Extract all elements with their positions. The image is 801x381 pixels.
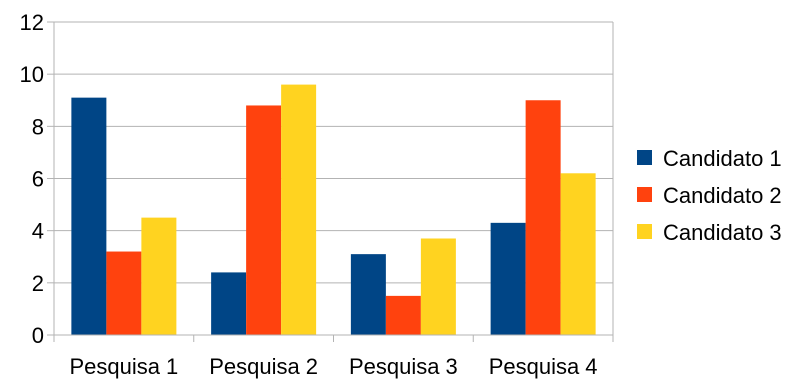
y-tick-label: 2 [32,271,44,296]
y-tick-label: 8 [32,114,44,139]
x-tick-label: Pesquisa 3 [349,354,458,379]
y-tick-label: 10 [20,62,44,87]
bar-candidato-2-pesquisa-4 [525,100,561,335]
y-tick-label: 0 [32,323,44,348]
y-tick-label: 6 [32,167,44,192]
legend-label: Candidato 1 [663,146,782,171]
legend-swatch [637,224,652,239]
y-tick-labels: 0 2 4 6 8 10 12 [20,10,44,348]
bar-candidato-2-pesquisa-2 [246,105,282,335]
bar-candidato-3-pesquisa-3 [420,238,456,335]
bar-candidato-3-pesquisa-4 [560,173,596,335]
bar-candidato-3-pesquisa-2 [281,84,317,335]
bar-candidato-3-pesquisa-1 [141,217,177,335]
y-tick-label: 12 [20,10,44,35]
bars [71,84,596,336]
bar-candidato-1-pesquisa-2 [211,272,247,335]
axes [47,21,614,342]
x-tick-label: Pesquisa 2 [209,354,318,379]
y-tick-label: 4 [32,219,44,244]
legend-swatch [637,187,652,202]
bar-candidato-1-pesquisa-1 [71,97,107,336]
x-tick-labels: Pesquisa 1 Pesquisa 2 Pesquisa 3 Pesquisa 4 [69,354,597,379]
legend: Candidato 1 Candidato 2 Candidato 3 [637,146,782,245]
legend-label: Candidato 3 [663,220,782,245]
legend-swatch [637,150,652,165]
bar-candidato-2-pesquisa-3 [385,295,421,335]
bar-candidato-1-pesquisa-4 [490,222,526,335]
x-tick-label: Pesquisa 4 [489,354,598,379]
bar-candidato-2-pesquisa-1 [106,251,142,335]
bar-candidato-1-pesquisa-3 [350,254,386,335]
legend-label: Candidato 2 [663,183,782,208]
x-tick-label: Pesquisa 1 [69,354,178,379]
